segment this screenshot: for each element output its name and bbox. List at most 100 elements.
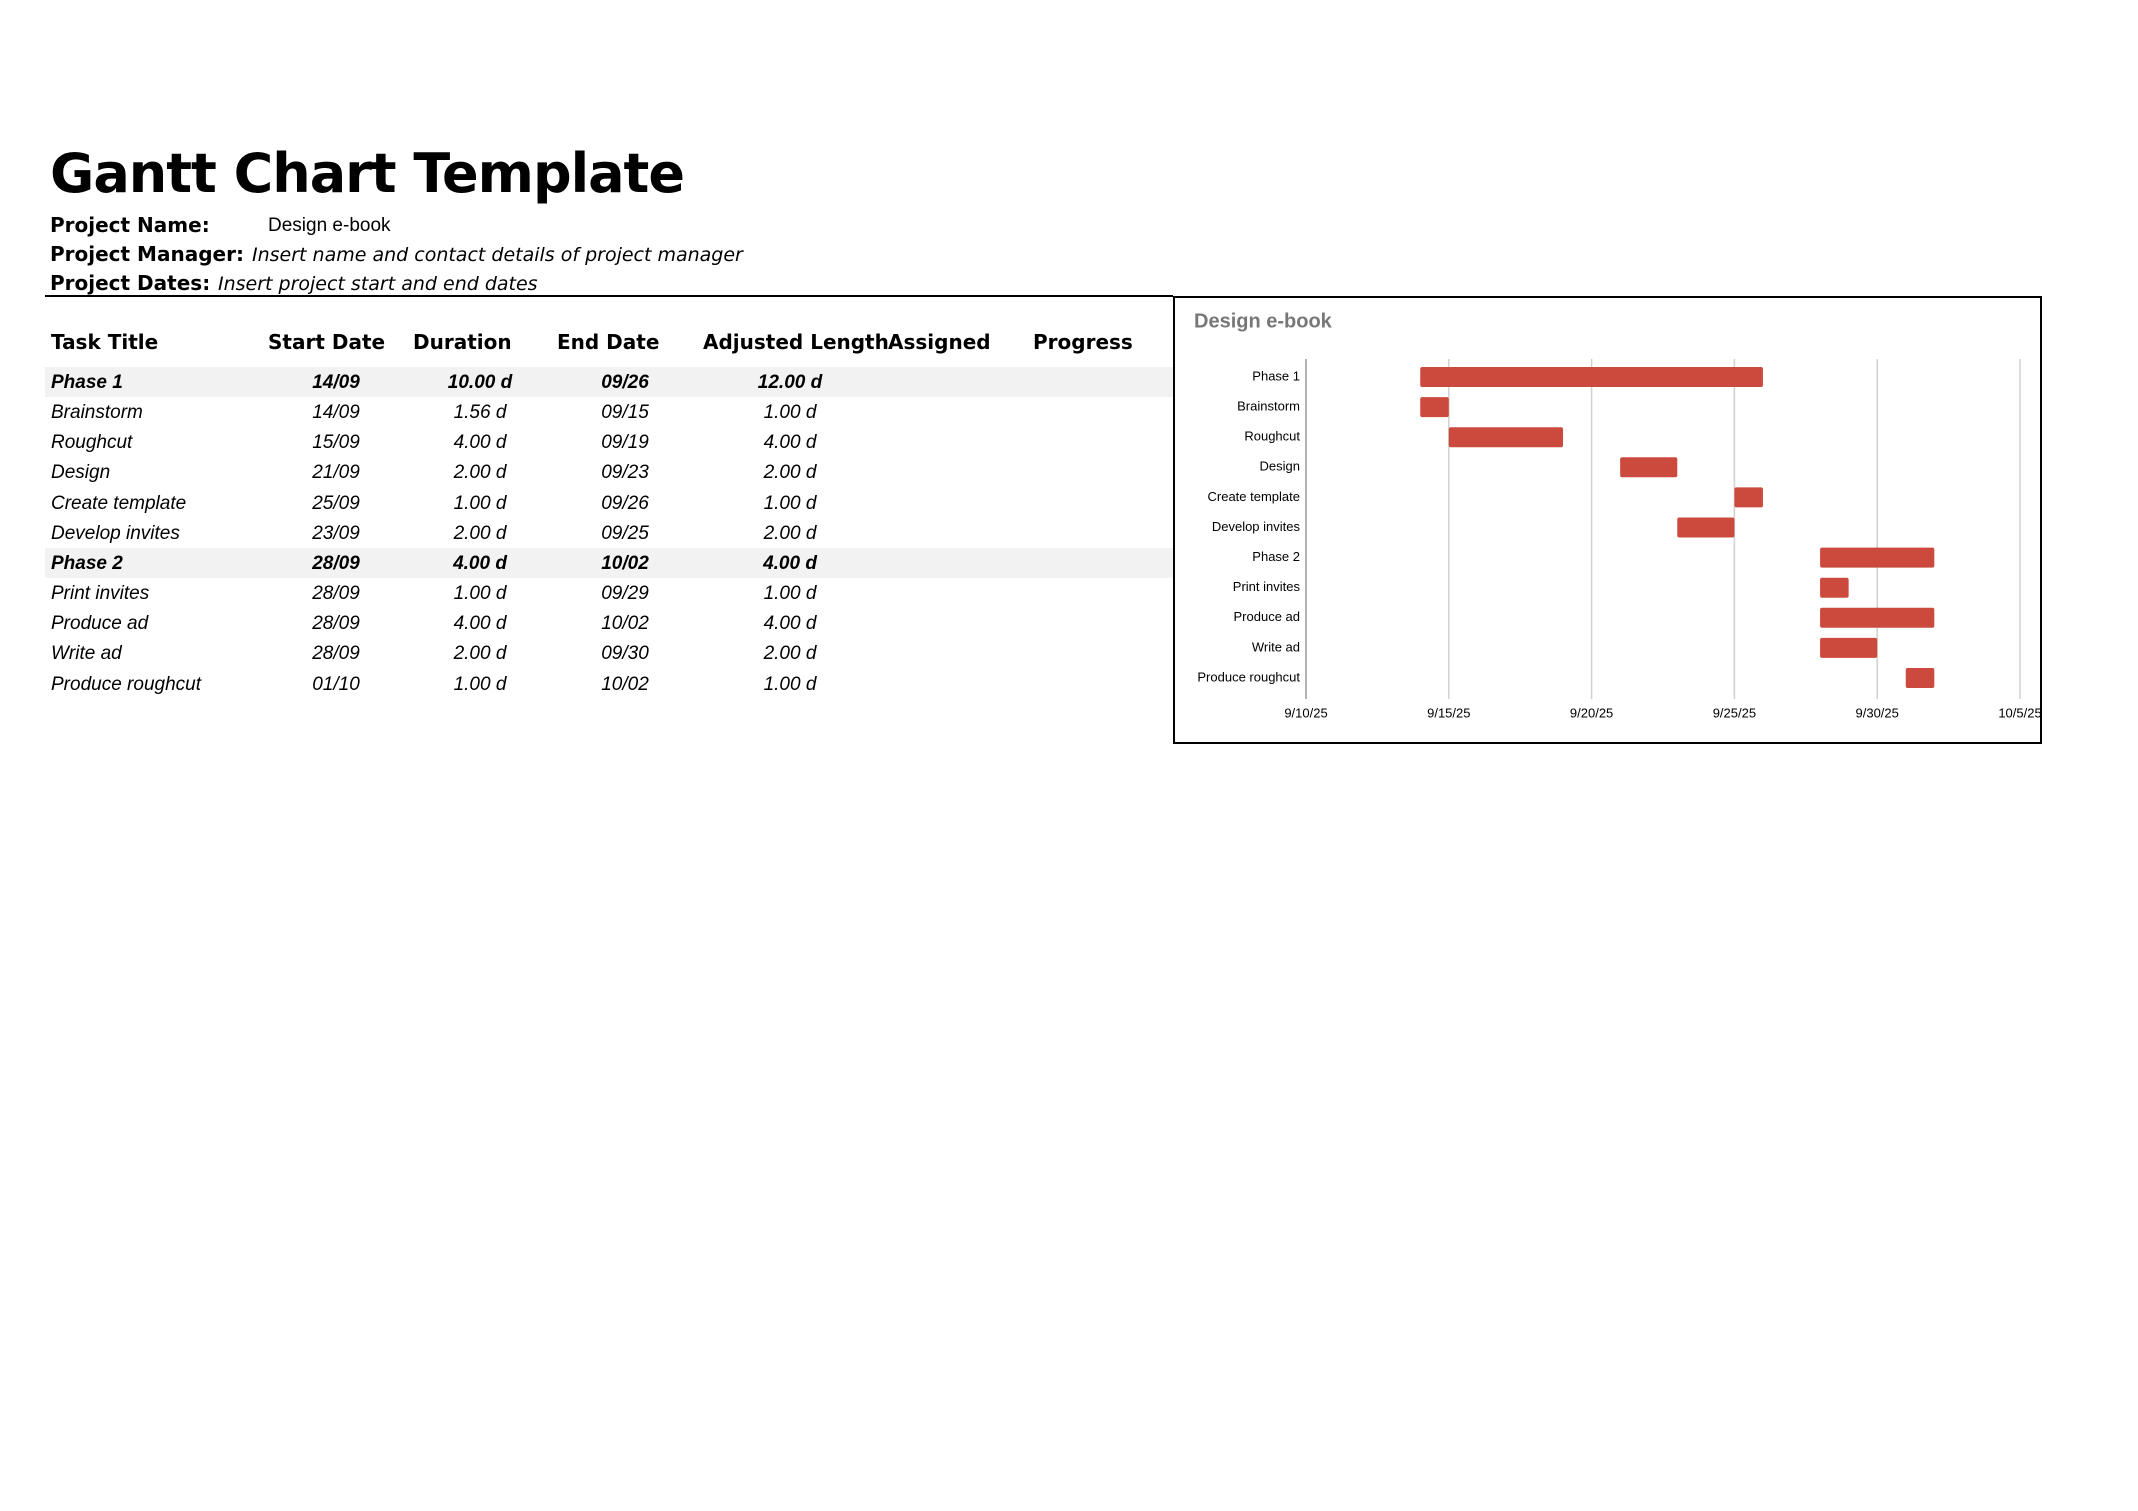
row-highlight: [45, 547, 1173, 578]
task-cell: 2.00 d: [453, 643, 507, 665]
category-label: Phase 1: [1252, 368, 1300, 383]
category-label: Brainstorm: [1237, 399, 1300, 414]
chart-title: Design e-book: [1194, 310, 1333, 332]
task-cell: 4.00 d: [763, 552, 817, 574]
task-cell: 4.00 d: [763, 613, 817, 635]
task-cell: 4.00 d: [453, 432, 507, 454]
category-label: Print invites: [1233, 579, 1301, 594]
task-cell: 1.56 d: [453, 402, 507, 424]
field-label: Project Dates:: [50, 271, 211, 295]
row-highlight: [45, 367, 1173, 397]
task-cell: 10/02: [601, 613, 649, 635]
task-cell: 09/15: [601, 402, 649, 424]
column-header: Duration: [413, 330, 512, 354]
category-label: Produce roughcut: [1197, 669, 1300, 684]
task-cell: 2.00 d: [763, 462, 817, 484]
x-tick-label: 9/25/25: [1713, 705, 1756, 720]
task-cell: 21/09: [312, 462, 360, 484]
bar: [1620, 457, 1678, 478]
task-cell: 14/09: [312, 372, 360, 393]
task-cell: 09/26: [601, 492, 649, 514]
task-title: Brainstorm: [51, 402, 143, 424]
rule: [45, 295, 1173, 297]
title: Gantt Chart Template: [50, 142, 685, 205]
task-cell: 01/10: [312, 673, 360, 695]
column-header: End Date: [557, 330, 660, 354]
x-tick-label: 9/30/25: [1856, 705, 1899, 720]
category-label: Phase 2: [1252, 549, 1300, 564]
task-title: Develop invites: [51, 522, 180, 544]
task-cell: 09/23: [601, 462, 649, 484]
task-cell: 1.00 d: [453, 583, 507, 605]
task-cell: 09/30: [601, 643, 649, 665]
task-title: Create template: [51, 492, 187, 514]
field-value: Insert name and contact details of proje…: [252, 244, 743, 266]
task-cell: 1.00 d: [763, 583, 817, 605]
task-cell: 10/02: [601, 552, 649, 574]
task-cell: 4.00 d: [453, 552, 507, 574]
task-cell: 12.00 d: [757, 372, 823, 393]
task-cell: 15/09: [312, 432, 360, 454]
task-cell: 2.00 d: [453, 462, 507, 484]
category-label: Create template: [1208, 489, 1301, 504]
task-cell: 25/09: [312, 492, 360, 514]
column-header: Start Date: [268, 330, 386, 354]
task-cell: 14/09: [312, 402, 360, 424]
bar: [1420, 367, 1763, 387]
bar: [1677, 517, 1735, 538]
x-tick-label: 10/5/25: [1998, 705, 2041, 720]
category-label: Write ad: [1252, 639, 1300, 654]
task-title: Phase 2: [51, 552, 123, 574]
x-tick-label: 9/15/25: [1427, 705, 1470, 720]
bar: [1420, 397, 1449, 418]
bar: [1820, 547, 1935, 568]
task-cell: 28/09: [312, 583, 360, 605]
task-cell: 23/09: [312, 522, 360, 544]
task-cell: 09/19: [601, 432, 649, 454]
field-label: Project Manager:: [50, 242, 244, 266]
task-cell: 09/26: [601, 372, 649, 393]
bar: [1820, 577, 1849, 598]
category-label: Roughcut: [1244, 429, 1300, 444]
task-cell: 1.00 d: [453, 673, 507, 695]
category-label: Design: [1260, 459, 1300, 474]
field-value: Insert project start and end dates: [218, 273, 538, 295]
task-cell: 2.00 d: [763, 522, 817, 544]
task-cell: 1.00 d: [763, 673, 817, 695]
task-cell: 09/25: [601, 522, 649, 544]
task-title: Design: [51, 462, 111, 484]
task-cell: 10/02: [601, 673, 649, 695]
bar: [1820, 607, 1935, 628]
task-cell: 4.00 d: [763, 432, 817, 454]
task-cell: 1.00 d: [763, 492, 817, 514]
task-title: Roughcut: [51, 432, 133, 454]
task-cell: 28/09: [312, 552, 360, 574]
task-title: Produce roughcut: [51, 673, 201, 695]
task-title: Write ad: [51, 643, 122, 665]
x-tick-label: 9/10/25: [1284, 705, 1327, 720]
x-tick-label: 9/20/25: [1570, 705, 1613, 720]
bar: [1448, 427, 1564, 448]
task-title: Print invites: [51, 583, 150, 605]
bar: [1734, 487, 1763, 508]
task-cell: 4.00 d: [453, 613, 507, 635]
task-cell: 28/09: [312, 613, 360, 635]
task-cell: 28/09: [312, 643, 360, 665]
column-header: Adjusted Length: [703, 330, 889, 354]
task-title: Phase 1: [51, 372, 123, 393]
task-cell: 2.00 d: [763, 643, 817, 665]
category-label: Produce ad: [1234, 609, 1301, 624]
task-cell: 10.00 d: [447, 372, 513, 393]
task-cell: 09/29: [601, 583, 649, 605]
column-header: Progress: [1033, 330, 1133, 354]
task-cell: 1.00 d: [453, 492, 507, 514]
column-header: Assigned: [888, 330, 991, 354]
bar: [1820, 637, 1878, 658]
bar: [1905, 668, 1935, 688]
chart: Design e-book 9/10/25 9/15/25 9/20/25 9/25/…: [1173, 296, 2042, 744]
column-header: Task Title: [51, 330, 159, 354]
category-label: Develop invites: [1212, 519, 1301, 534]
task-title: Produce ad: [51, 613, 149, 635]
field-label: Project Name:: [50, 213, 210, 237]
